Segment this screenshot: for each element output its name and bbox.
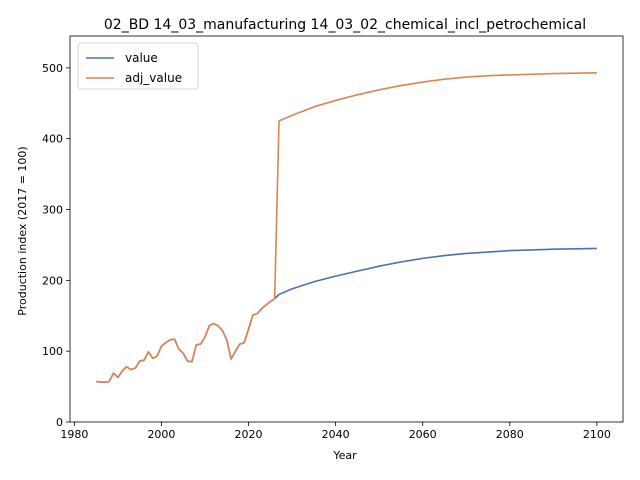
x-tick-label: 2080	[496, 428, 524, 441]
legend: value adj_value	[77, 42, 199, 90]
y-tick-label: 100	[42, 345, 63, 358]
x-axis-label: Year	[332, 449, 357, 462]
chart-title: 02_BD 14_03_manufacturing 14_03_02_chemi…	[104, 17, 586, 33]
plot-frame	[69, 35, 624, 423]
x-tick-label: 1980	[60, 428, 88, 441]
y-tick-label: 300	[42, 204, 63, 217]
y-tick-label: 400	[42, 133, 63, 146]
x-tick-label: 2000	[147, 428, 175, 441]
y-tick-label: 0	[56, 416, 63, 429]
x-tick-label: 2040	[322, 428, 350, 441]
y-axis-label: Production index (2017 = 100)	[16, 146, 29, 315]
y-tick-label: 200	[42, 274, 63, 287]
x-axis: 1980 2000 2020 2040 2060 2080 2100	[60, 422, 611, 441]
y-axis: 0 100 200 300 400 500	[42, 62, 70, 429]
x-tick-label: 2100	[583, 428, 611, 441]
series-line-adj-value	[96, 72, 597, 384]
x-tick-label: 2020	[235, 428, 263, 441]
legend-label-value: value	[125, 51, 158, 65]
y-tick-label: 500	[42, 62, 63, 75]
legend-label-adj-value: adj_value	[125, 71, 182, 85]
x-tick-label: 2060	[409, 428, 437, 441]
series-layer	[96, 72, 597, 384]
plot-area	[96, 72, 597, 384]
